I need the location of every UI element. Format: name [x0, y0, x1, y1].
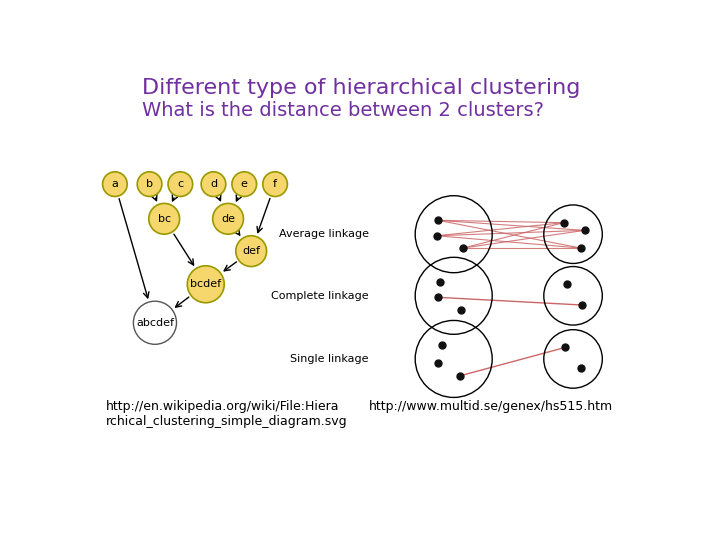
Text: a: a	[112, 179, 118, 189]
Circle shape	[133, 301, 176, 345]
Circle shape	[168, 172, 193, 197]
Text: http://www.multid.se/genex/hs515.htm: http://www.multid.se/genex/hs515.htm	[369, 400, 613, 413]
Text: bcdef: bcdef	[190, 279, 221, 289]
Circle shape	[232, 172, 256, 197]
Text: bc: bc	[158, 214, 171, 224]
Text: c: c	[177, 179, 184, 189]
Text: Single linkage: Single linkage	[290, 354, 369, 364]
Text: What is the distance between 2 clusters?: What is the distance between 2 clusters?	[142, 102, 544, 120]
Text: d: d	[210, 179, 217, 189]
Circle shape	[138, 172, 162, 197]
Text: b: b	[146, 179, 153, 189]
Text: Complete linkage: Complete linkage	[271, 291, 369, 301]
Text: Different type of hierarchical clustering: Different type of hierarchical clusterin…	[142, 78, 580, 98]
Text: f: f	[273, 179, 277, 189]
Text: http://en.wikipedia.org/wiki/File:Hiera
rchical_clustering_simple_diagram.svg: http://en.wikipedia.org/wiki/File:Hiera …	[106, 400, 347, 428]
Circle shape	[149, 204, 179, 234]
Circle shape	[212, 204, 243, 234]
Circle shape	[201, 172, 226, 197]
Text: e: e	[240, 179, 248, 189]
Text: abcdef: abcdef	[136, 318, 174, 328]
Circle shape	[102, 172, 127, 197]
Circle shape	[235, 236, 266, 267]
Text: Average linkage: Average linkage	[279, 229, 369, 239]
Circle shape	[263, 172, 287, 197]
Text: def: def	[242, 246, 260, 256]
Circle shape	[187, 266, 224, 303]
Text: de: de	[221, 214, 235, 224]
